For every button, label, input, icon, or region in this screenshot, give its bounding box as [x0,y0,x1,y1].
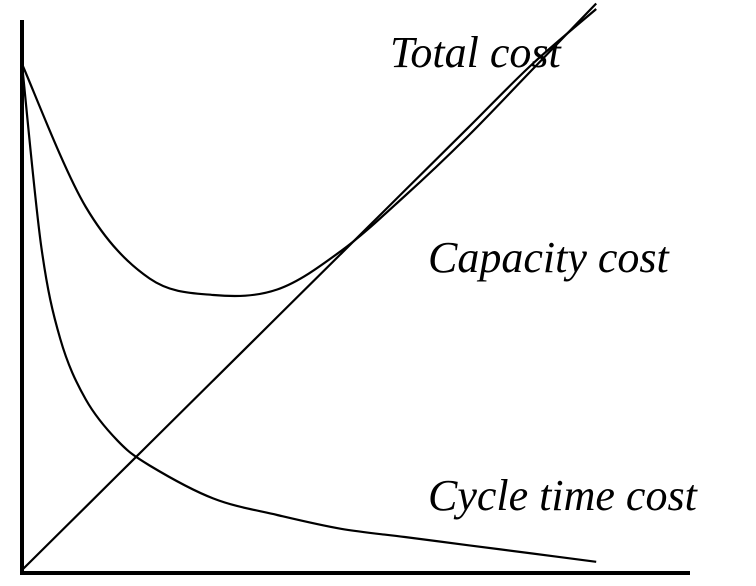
series-label-cycle-time-cost: Cycle time cost [428,471,699,520]
series-line-total-cost [20,2,597,298]
series-label-capacity-cost: Capacity cost [428,233,671,282]
series-line-capacity-cost [21,8,597,571]
series-line-cycle-time-cost [20,63,597,563]
curves [20,2,597,571]
series-label-total-cost: Total cost [390,28,563,77]
